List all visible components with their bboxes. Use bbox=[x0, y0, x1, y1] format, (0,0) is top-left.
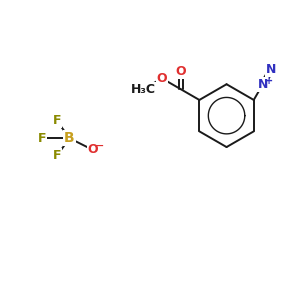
Text: F: F bbox=[52, 114, 61, 127]
Text: H₃C: H₃C bbox=[131, 82, 156, 96]
Text: O: O bbox=[88, 143, 98, 157]
Text: F: F bbox=[38, 132, 46, 145]
Text: +: + bbox=[266, 76, 274, 86]
Text: F: F bbox=[52, 149, 61, 162]
Text: N: N bbox=[257, 78, 268, 91]
Text: O: O bbox=[157, 72, 167, 85]
Text: −: − bbox=[95, 141, 105, 151]
Text: B: B bbox=[64, 131, 75, 145]
Text: O: O bbox=[175, 65, 186, 78]
Text: N: N bbox=[266, 63, 277, 76]
